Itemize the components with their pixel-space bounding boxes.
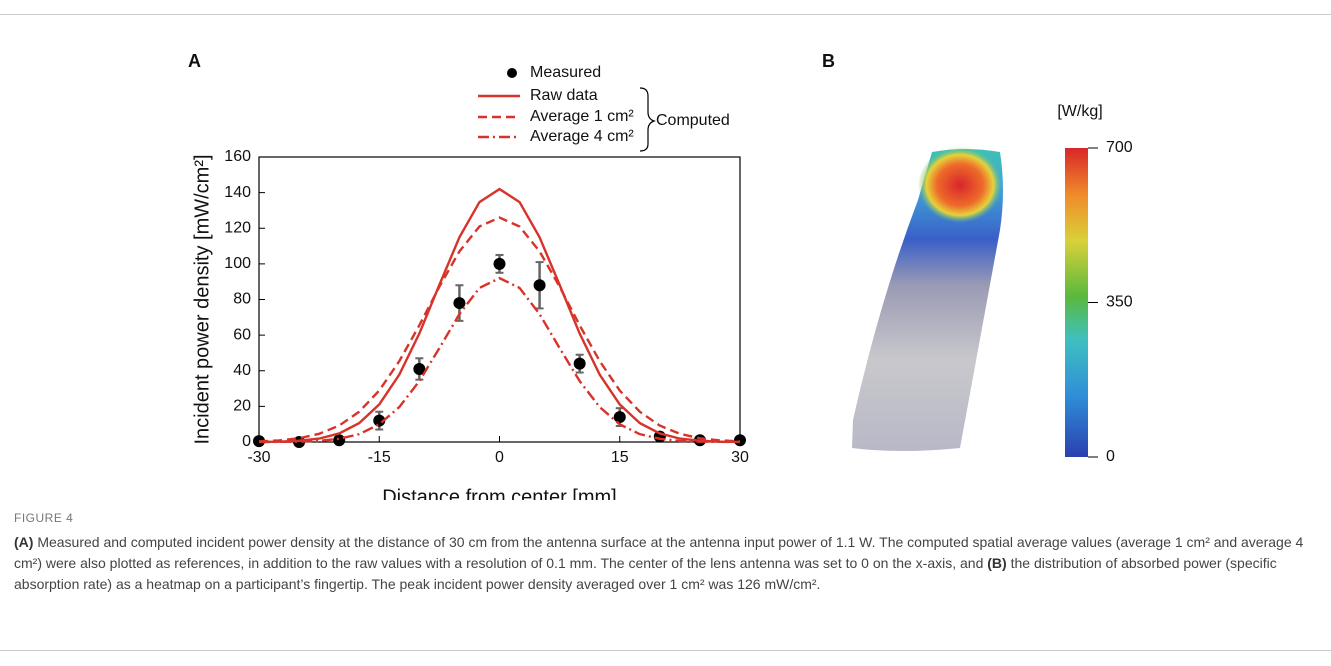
y-tick-label: 80 — [233, 291, 251, 308]
data-point — [573, 357, 586, 370]
caption-text: (A) Measured and computed incident power… — [14, 532, 1314, 595]
caption-part: Measured and computed incident power den… — [14, 534, 1304, 571]
data-point — [493, 257, 506, 270]
legend-label: Measured — [530, 64, 601, 81]
caption-part: the distribution of absorbed power (spec… — [14, 555, 1277, 592]
y-tick-label: 20 — [233, 398, 251, 415]
y-tick-label: 100 — [224, 255, 251, 272]
colorbar — [1065, 148, 1088, 457]
heat-spot — [918, 147, 1002, 223]
y-tick-label: 60 — [233, 326, 251, 343]
legend-marker — [507, 68, 517, 78]
data-point — [453, 297, 466, 310]
legend-label: Raw data — [530, 87, 598, 104]
y-axis-label: Incident power density [mW/cm²] — [191, 154, 213, 444]
colorbar-tick-label: 0 — [1106, 448, 1115, 465]
y-tick-label: 140 — [224, 184, 251, 201]
legend-label: Average 1 cm² — [530, 108, 634, 125]
x-tick-label: -15 — [368, 449, 391, 466]
colorbar-tick-label: 700 — [1106, 139, 1133, 156]
x-tick-label: 15 — [611, 449, 629, 466]
figure-label: FIGURE 4 — [14, 511, 74, 525]
series-line — [258, 276, 741, 444]
fingertip — [852, 149, 1003, 451]
series-line — [258, 187, 741, 444]
data-point — [413, 362, 426, 375]
colorbar-unit: [W/kg] — [1057, 103, 1102, 120]
legend-group-label: Computed — [656, 112, 730, 129]
data-point — [373, 414, 386, 427]
y-tick-label: 160 — [224, 148, 251, 165]
x-tick-label: 0 — [495, 449, 504, 466]
series-line — [258, 216, 741, 443]
x-axis-label: Distance from center [mm] — [382, 486, 617, 500]
plot-frame — [258, 156, 741, 443]
legend-label: Average 4 cm² — [530, 128, 634, 145]
top-rule — [0, 14, 1331, 15]
data-point — [613, 411, 626, 424]
bottom-rule — [0, 650, 1331, 651]
x-tick-label: -30 — [247, 449, 270, 466]
data-point — [533, 279, 546, 292]
y-tick-label: 120 — [224, 219, 251, 236]
caption-part: (A) — [14, 534, 34, 550]
panel-label: B — [822, 51, 835, 71]
y-tick-label: 0 — [242, 433, 251, 450]
panel-label: A — [188, 51, 201, 71]
caption: FIGURE 4 (A) Measured and computed incid… — [14, 508, 1314, 595]
legend-brace — [639, 87, 656, 152]
x-tick-label: 30 — [731, 449, 749, 466]
caption-part: (B) — [987, 555, 1007, 571]
data-point — [293, 436, 306, 448]
y-tick-label: 40 — [233, 362, 251, 379]
colorbar-tick-label: 350 — [1106, 294, 1133, 311]
data-point — [333, 434, 346, 447]
figure: A B [W/kg] -30 -15 0 15 30 0 20 40 60 80 100 120 140… — [188, 51, 1133, 500]
